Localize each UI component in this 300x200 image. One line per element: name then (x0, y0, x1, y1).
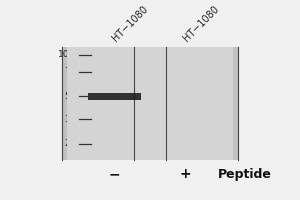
Text: 70: 70 (64, 67, 76, 76)
Text: HT−1080: HT−1080 (182, 4, 221, 43)
Text: 25: 25 (64, 139, 76, 148)
Bar (138, 47, 233, 160)
FancyBboxPatch shape (62, 47, 238, 160)
Text: 100: 100 (58, 50, 76, 59)
Bar (88, 93, 141, 100)
Text: 35: 35 (64, 115, 76, 124)
Bar (134, 47, 238, 160)
Text: Peptide: Peptide (218, 168, 272, 181)
Text: HT−1080: HT−1080 (110, 4, 150, 43)
Text: 50: 50 (64, 92, 76, 101)
Bar (67, 47, 162, 160)
Text: +: + (180, 167, 191, 181)
Text: −: − (109, 167, 120, 181)
Bar (62, 47, 166, 160)
